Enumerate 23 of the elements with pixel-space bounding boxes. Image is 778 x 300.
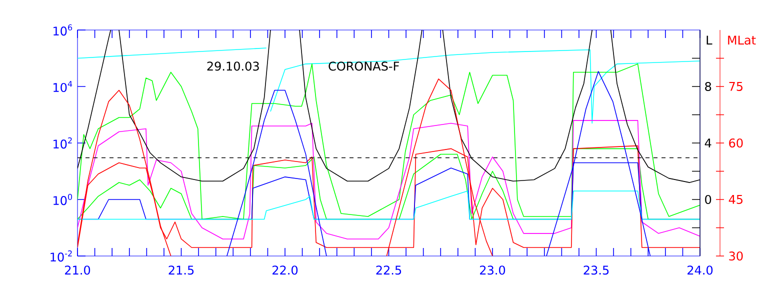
annotation: 29.10.03	[207, 62, 259, 71]
y2-tick-label: 8	[705, 82, 712, 92]
x-tick-label: 22.0	[272, 266, 298, 275]
x-tick-label: 21.0	[65, 266, 90, 275]
annotation: CORONAS-F	[328, 62, 399, 71]
y2-axis-title: L	[706, 36, 712, 45]
x-tick-label: 22.5	[376, 266, 402, 275]
y3-tick-label: 30	[729, 251, 743, 261]
y2-tick-label: 0	[705, 194, 712, 204]
y-tick-label: 10$^{6}$	[54, 24, 72, 36]
y2-tick-label: 4	[704, 138, 712, 148]
y-tick-label: 10$^{4}$	[54, 80, 72, 92]
y3-tick-label: 45	[728, 195, 742, 204]
x-tick-label: 21.5	[168, 266, 194, 275]
x-tick-label: 23.5	[584, 266, 609, 275]
y3-tick-label: 75	[729, 82, 742, 91]
y-tick-label: 10$^{0}$	[54, 194, 72, 206]
y-tick-label: 10$^{2}$	[54, 137, 72, 149]
y3-tick-label: 60	[729, 138, 743, 148]
y3-axis-title: MLat	[728, 36, 756, 45]
x-tick-label: 24.0	[688, 266, 713, 275]
x-tick-label: 23.0	[480, 266, 506, 275]
y-tick-label: 10$^{-2}$	[50, 250, 72, 262]
